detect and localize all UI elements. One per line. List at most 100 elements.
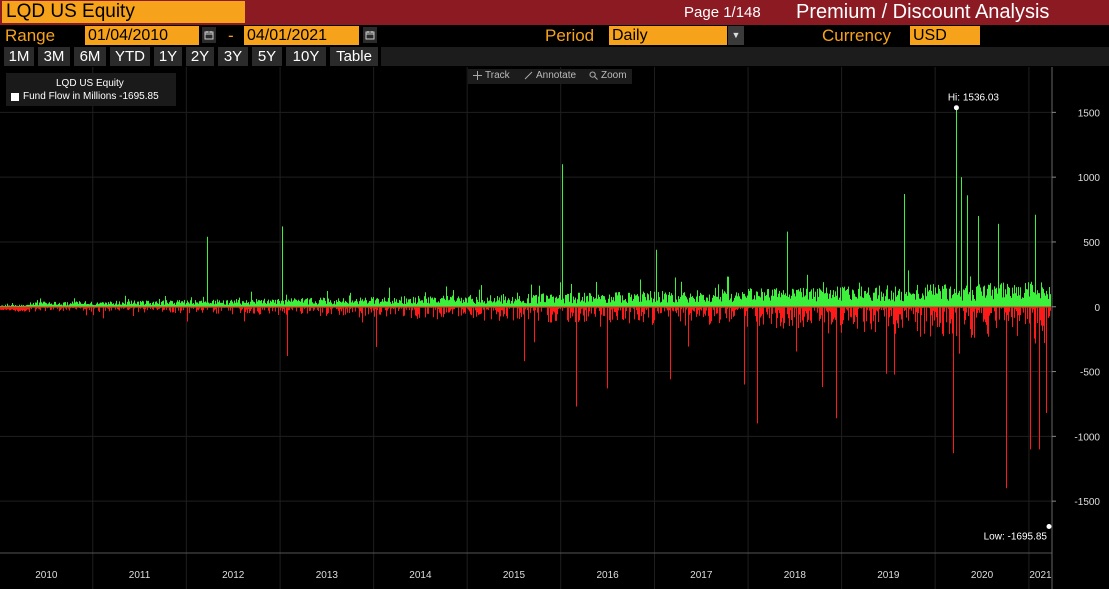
flow-bar-negative (993, 306, 994, 308)
flow-bar-negative (175, 306, 176, 313)
flow-bar-negative (732, 306, 733, 312)
flow-bar-positive (948, 300, 949, 307)
flow-bar-negative (472, 306, 473, 308)
flow-bar-negative (1004, 306, 1005, 321)
track-label[interactable]: Track (485, 70, 510, 81)
flow-bar-negative (186, 306, 187, 308)
flow-bar-positive (706, 297, 707, 307)
flow-bar-positive (603, 295, 604, 307)
annotate-label[interactable]: Annotate (536, 70, 577, 81)
range-button-ytd[interactable]: YTD (110, 47, 150, 66)
flow-bar-negative (225, 306, 226, 308)
security-ticker[interactable]: LQD US Equity (2, 1, 245, 23)
flow-bar-positive (85, 301, 86, 307)
flow-bar-negative (1014, 306, 1015, 318)
flow-bar-positive (810, 291, 811, 307)
flow-bar-negative (450, 306, 451, 311)
flow-bar-positive (18, 306, 19, 308)
flow-bar-positive (879, 285, 880, 307)
range-button-2y[interactable]: 2Y (186, 47, 214, 66)
flow-bar-negative (211, 306, 212, 308)
range-button-3m[interactable]: 3M (38, 47, 70, 66)
flow-bar-negative (630, 306, 631, 313)
flow-bar-positive (448, 300, 449, 307)
range-button-5y[interactable]: 5Y (252, 47, 282, 66)
flow-bar-negative (958, 306, 959, 308)
flow-bar-positive (190, 300, 191, 307)
flow-bar-positive (9, 305, 10, 307)
flow-bar-negative (877, 306, 878, 312)
flow-bar-negative (926, 306, 927, 322)
flow-bar-positive (698, 301, 699, 307)
flow-bar-negative (357, 306, 358, 308)
calendar-icon[interactable] (202, 27, 216, 43)
flow-bar-positive (191, 297, 192, 307)
flow-bar-positive (264, 298, 265, 307)
flow-bar-negative (695, 306, 696, 309)
flow-bar-positive (589, 292, 590, 307)
annotate-tool[interactable]: Annotate (524, 70, 576, 81)
flow-bar-negative (55, 306, 56, 308)
flow-bar-positive (638, 296, 639, 307)
flow-bar-negative (165, 306, 166, 308)
range-button-3y[interactable]: 3Y (218, 47, 248, 66)
flow-bar-positive (947, 299, 948, 307)
flow-bar-positive (227, 300, 228, 307)
calendar-icon[interactable] (363, 27, 377, 43)
range-button-10y[interactable]: 10Y (286, 47, 326, 66)
flow-bar-positive (903, 301, 904, 307)
flow-bar-positive (792, 288, 793, 307)
flow-bar-negative (739, 306, 740, 308)
flow-bar-positive (815, 291, 816, 307)
flow-bar-positive (368, 302, 369, 307)
range-button-1y[interactable]: 1Y (154, 47, 182, 66)
flow-bar-positive (569, 301, 570, 307)
zoom-label[interactable]: Zoom (601, 70, 627, 81)
flow-bar-negative (889, 306, 890, 318)
flow-bar-negative (271, 306, 272, 308)
flow-bar-positive (433, 299, 434, 307)
dropdown-arrow-icon[interactable]: ▼ (728, 26, 744, 45)
flow-bar-negative (124, 306, 125, 309)
flow-bar-negative (201, 306, 202, 311)
flow-bar-positive (405, 303, 406, 307)
flow-bar-positive (959, 290, 960, 307)
flow-bar-negative (513, 306, 514, 321)
fund-flow-chart[interactable]: 2010 2011 2012 2013 2014 2015 2016 2017 2018 2019… (0, 67, 1109, 589)
range-button-1m[interactable]: 1M (4, 47, 34, 66)
flow-bar-negative (917, 306, 918, 332)
flow-bar-positive (915, 299, 916, 307)
flow-bar-negative (159, 306, 160, 309)
flow-bar-positive (144, 304, 145, 307)
flow-bar-positive (488, 301, 489, 307)
flow-bar-negative (96, 306, 97, 308)
currency-field[interactable]: USD (910, 26, 980, 45)
period-select[interactable]: Daily (609, 26, 727, 45)
flow-bar-positive (146, 300, 147, 307)
start-date-field[interactable]: 01/04/2010 (85, 26, 199, 45)
flow-bar-positive (942, 286, 943, 307)
range-button-table[interactable]: Table (330, 47, 378, 66)
flow-bar-positive (420, 300, 421, 307)
flow-bar-negative (539, 306, 540, 308)
flow-bar-negative (443, 306, 444, 318)
flow-bar-negative (952, 306, 953, 334)
flow-bar-negative (594, 306, 595, 314)
flow-bar-negative (837, 306, 838, 308)
flow-bar-positive (189, 303, 190, 307)
flow-bar-negative (119, 306, 120, 311)
flow-bar-negative (463, 306, 464, 314)
flow-bar-positive (372, 298, 373, 307)
zoom-tool[interactable]: Zoom (589, 70, 627, 81)
range-button-6m[interactable]: 6M (74, 47, 106, 66)
flow-bar-positive (234, 300, 235, 307)
flow-bar-negative (899, 306, 900, 315)
flow-bar-positive (249, 304, 250, 307)
flow-bar-positive (142, 300, 143, 307)
end-date-field[interactable]: 04/01/2021 (244, 26, 359, 45)
flow-bar-positive (503, 294, 504, 307)
track-tool[interactable]: Track (473, 70, 510, 81)
flow-bar-positive (371, 297, 372, 307)
flow-bar-negative (195, 306, 196, 308)
flow-bar-negative (83, 306, 84, 311)
